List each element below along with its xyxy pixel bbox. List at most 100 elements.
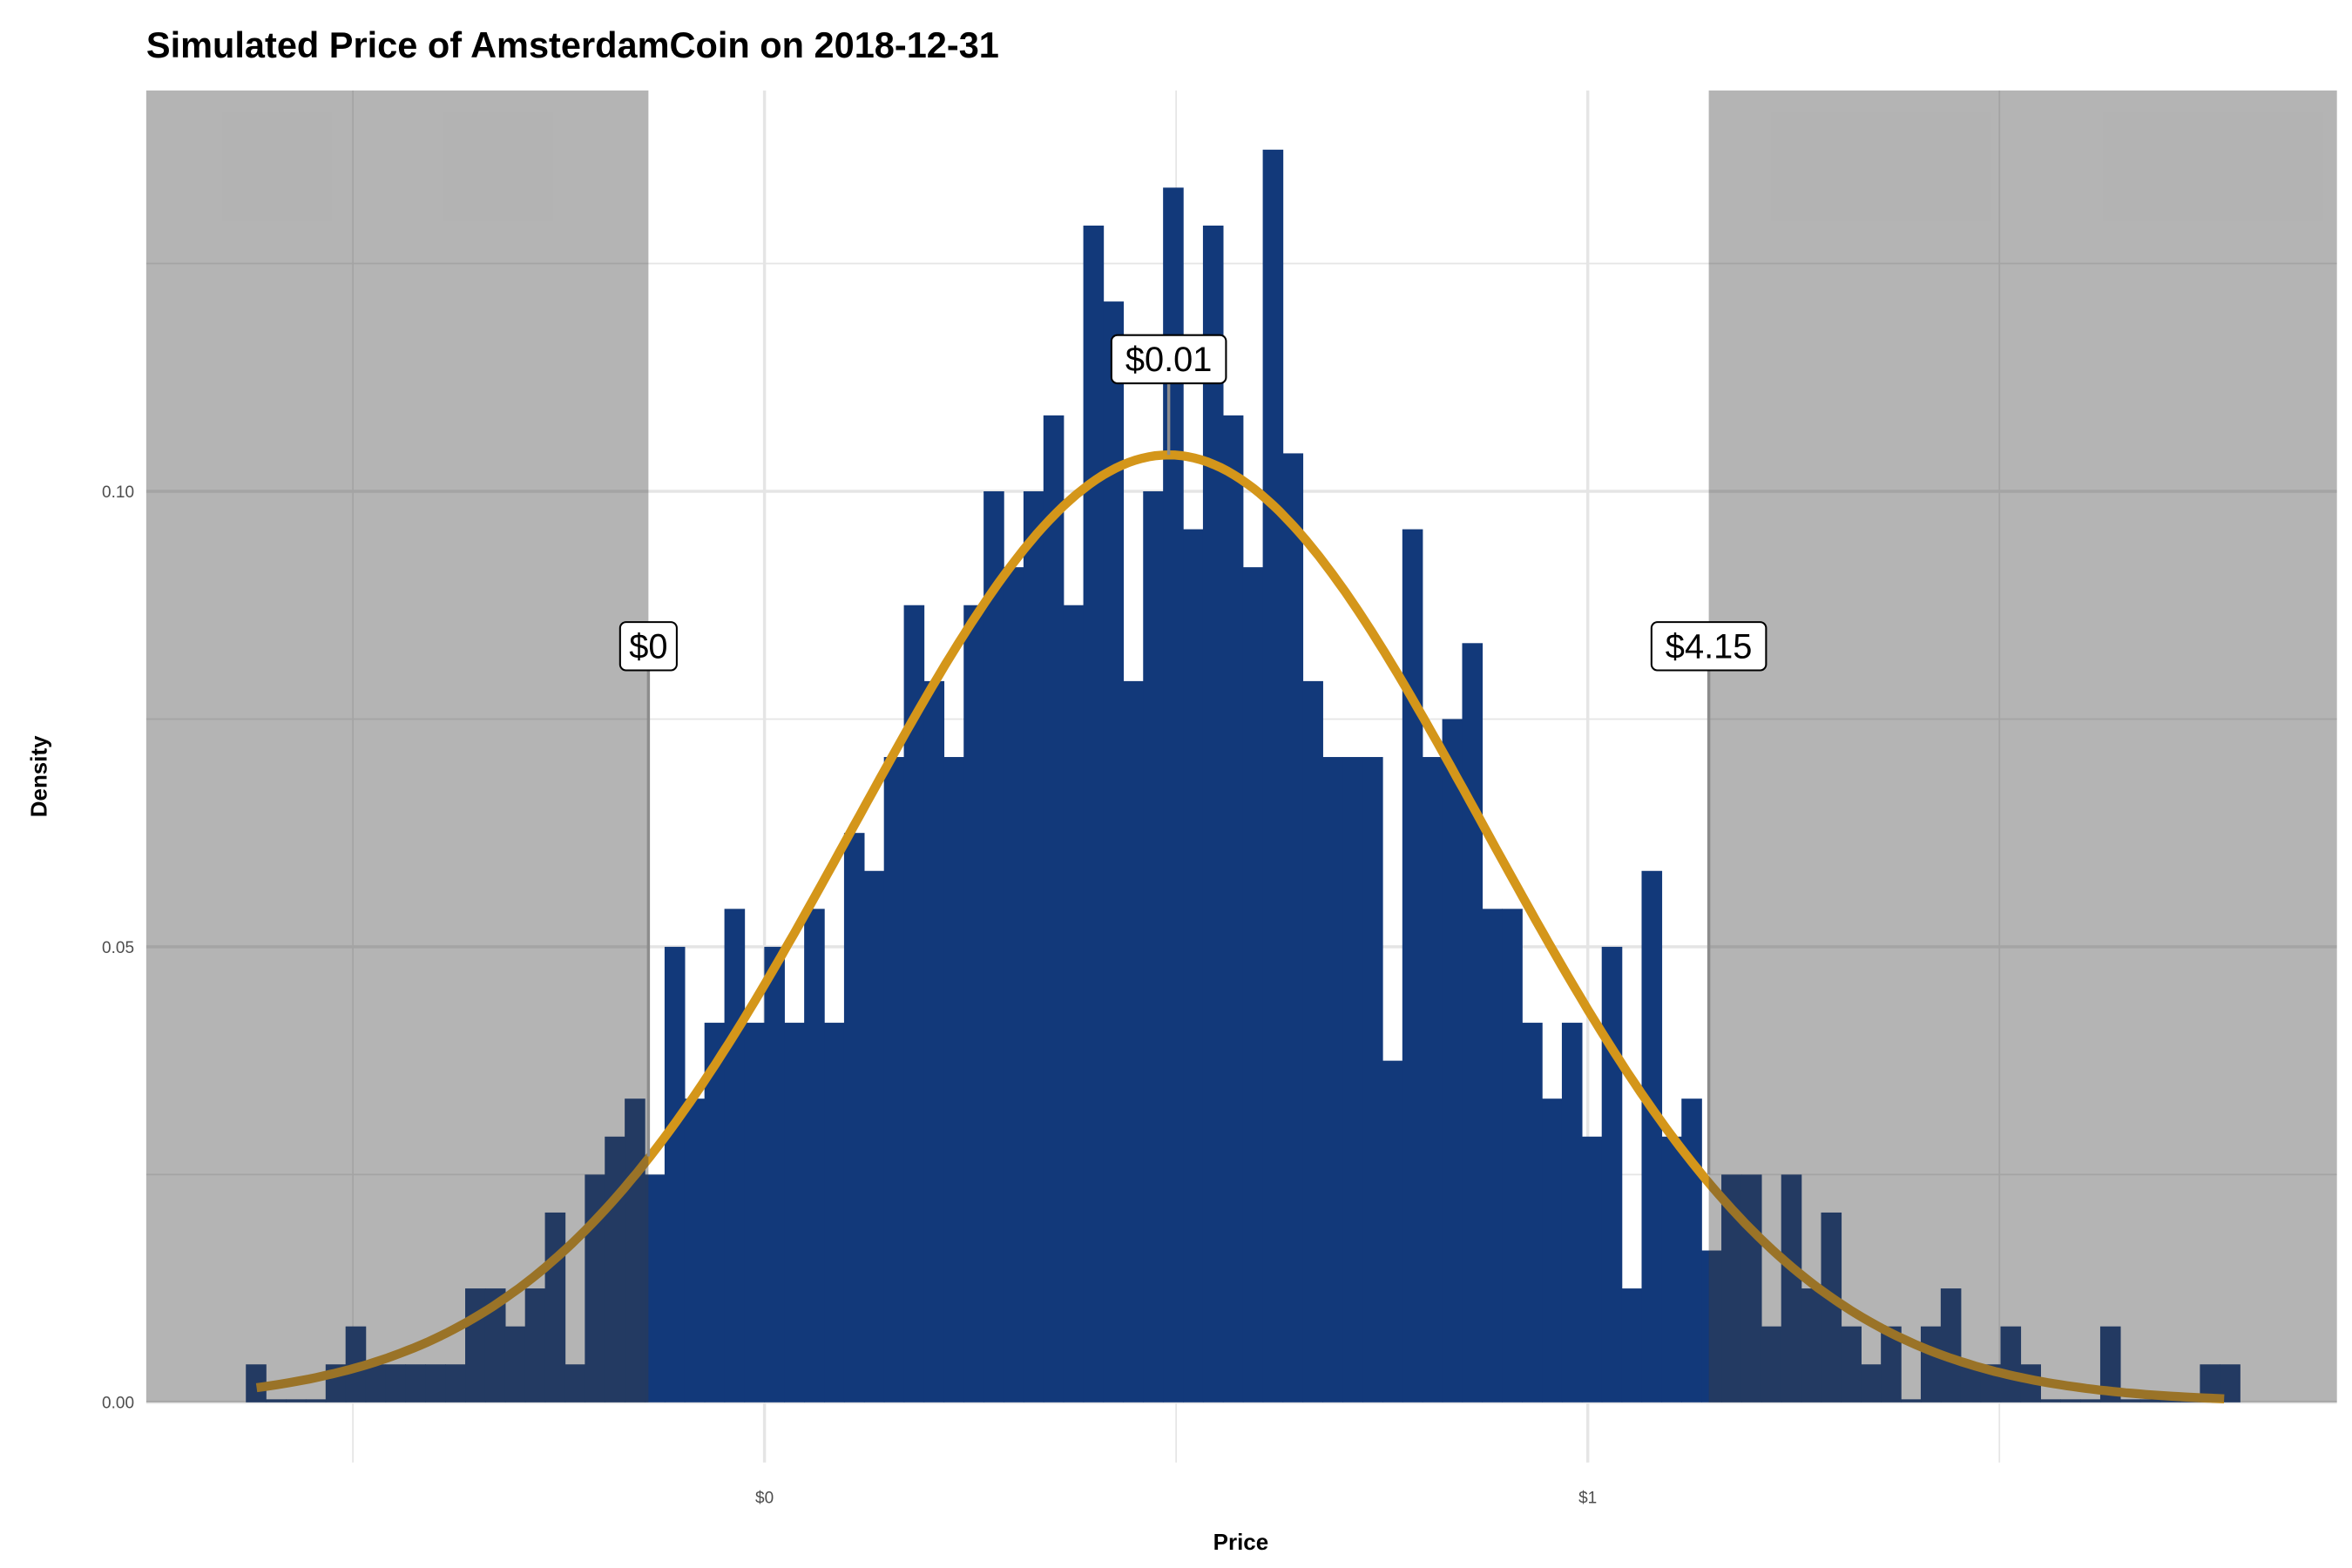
histogram-bar	[1163, 187, 1184, 1402]
histogram-bar	[863, 870, 885, 1402]
histogram-bar	[504, 1326, 526, 1402]
annotation-box	[1650, 621, 1767, 672]
histogram-bar	[1143, 490, 1164, 1402]
y-tick-label: 0.10	[102, 483, 134, 502]
histogram-bar	[1761, 1326, 1782, 1402]
histogram-bar	[1960, 1364, 1982, 1402]
histogram-bar	[883, 757, 905, 1402]
histogram-bar	[724, 909, 746, 1402]
histogram-bar	[2220, 1364, 2240, 1402]
histogram-bar	[645, 1174, 666, 1402]
y-tick-label: 0.05	[102, 939, 134, 957]
shaded-tail-region	[1708, 90, 2337, 1402]
histogram-bar	[365, 1364, 387, 1402]
histogram-bar	[664, 946, 686, 1402]
histogram-bar	[1462, 643, 1484, 1402]
histogram-bar	[1282, 453, 1304, 1402]
histogram-bar	[2080, 1399, 2101, 1402]
histogram-bar	[1861, 1364, 1882, 1402]
histogram-bar	[484, 1288, 506, 1402]
histogram-bar	[744, 1023, 766, 1402]
histogram-bar	[2040, 1399, 2061, 1402]
histogram-bar	[1482, 909, 1503, 1402]
histogram-bar	[1661, 1136, 1682, 1402]
histogram-bar	[903, 605, 925, 1402]
density-curve	[255, 449, 2225, 1403]
histogram-bar	[1542, 1098, 1563, 1402]
histogram-bar	[1801, 1288, 1822, 1402]
histogram-bar	[1322, 757, 1343, 1402]
histogram-bar	[425, 1364, 446, 1402]
histogram-bar	[764, 946, 785, 1402]
histogram-bar	[1502, 909, 1523, 1402]
histogram-bar	[983, 490, 1004, 1402]
y-tick-label: 0.00	[102, 1395, 134, 1413]
histogram-bar	[1522, 1023, 1543, 1402]
histogram-bar	[2119, 1399, 2141, 1402]
histogram-bar	[1302, 680, 1323, 1402]
histogram-bar	[1621, 1288, 1643, 1402]
x-axis-label: Price	[1213, 1529, 1269, 1555]
histogram-bar	[385, 1364, 407, 1402]
annotation-label: $0.01	[1125, 341, 1213, 379]
histogram-bars	[246, 149, 2240, 1402]
histogram-bar	[2139, 1399, 2161, 1402]
histogram-bar	[2000, 1326, 2022, 1402]
histogram-bar	[305, 1399, 327, 1402]
histogram-bar	[1681, 1098, 1702, 1402]
chart-title: Simulated Price of AmsterdamCoin on 2018…	[146, 24, 999, 65]
histogram-bar	[1043, 415, 1064, 1402]
histogram-bar	[445, 1364, 466, 1402]
annotations: $0 $0.01 $4.15	[618, 334, 1767, 1175]
histogram-bar	[1821, 1212, 1842, 1402]
histogram-bar	[1581, 1136, 1603, 1402]
histogram-bar	[1083, 225, 1105, 1402]
histogram-bar	[1881, 1326, 1902, 1402]
histogram-bar	[1382, 1060, 1403, 1402]
histogram-bar	[1242, 567, 1264, 1402]
histogram-bar	[2159, 1399, 2181, 1402]
x-tick-label: $0	[755, 1490, 774, 1508]
histogram-bar	[1123, 680, 1144, 1402]
histogram-bar	[1183, 529, 1204, 1402]
histogram-bar	[843, 833, 865, 1402]
annotation-label: $4.15	[1666, 628, 1753, 666]
x-tick-label: $1	[1578, 1490, 1597, 1508]
histogram-bar	[1103, 301, 1125, 1402]
histogram-bar	[1422, 757, 1443, 1402]
histogram-bar	[1063, 605, 1085, 1402]
histogram-bar	[1342, 757, 1363, 1402]
histogram-bar	[1222, 415, 1244, 1402]
shaded-regions	[145, 90, 2337, 1402]
histogram-bar	[524, 1288, 546, 1402]
histogram-bar	[1901, 1399, 1922, 1402]
histogram-bar	[1841, 1326, 1862, 1402]
histogram-bar	[2200, 1364, 2220, 1402]
histogram-bar	[804, 909, 825, 1402]
histogram-bar	[704, 1023, 726, 1402]
density-curve-layer	[255, 449, 2225, 1403]
histogram-bar	[684, 1098, 706, 1402]
histogram-bar	[1402, 529, 1423, 1402]
histogram-bar	[1023, 490, 1044, 1402]
histogram-bar	[1701, 1250, 1722, 1402]
histogram-bar	[923, 680, 945, 1402]
histogram-bar	[1262, 149, 1284, 1402]
histogram-bar	[1940, 1288, 1962, 1402]
shaded-tail-region	[145, 90, 649, 1402]
histogram-bar	[1601, 946, 1623, 1402]
annotation-box	[618, 621, 678, 672]
histogram-bar	[1362, 757, 1383, 1402]
y-axis-label: Density	[26, 735, 52, 817]
histogram-bar	[943, 757, 964, 1402]
histogram-bar	[266, 1399, 287, 1402]
histogram-bar	[1202, 225, 1224, 1402]
histogram-bar	[1781, 1174, 1802, 1402]
histogram-bar	[1721, 1174, 1742, 1402]
histogram-bar	[2060, 1399, 2081, 1402]
annotation-label: $0	[629, 628, 667, 666]
histogram-bar	[1442, 719, 1463, 1402]
histogram-bar	[1004, 567, 1024, 1402]
histogram-bar	[2099, 1326, 2121, 1402]
